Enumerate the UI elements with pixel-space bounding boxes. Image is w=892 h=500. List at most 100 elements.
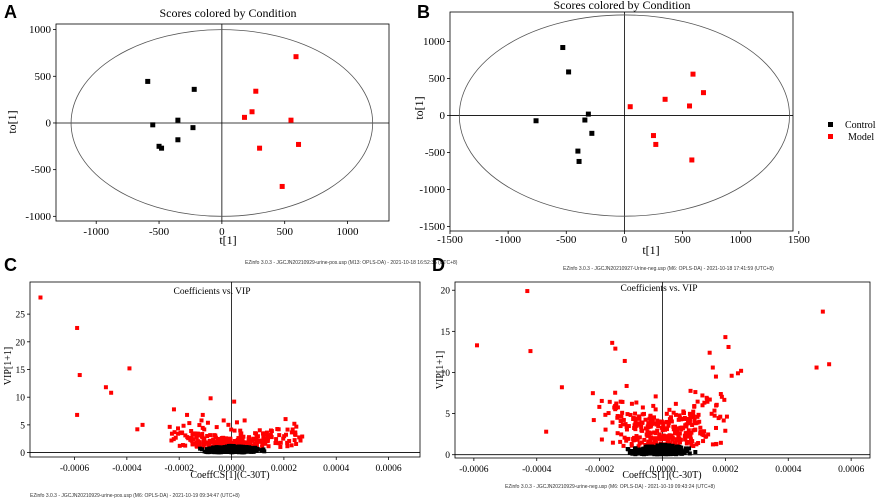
control-point — [216, 447, 221, 452]
control-point — [566, 69, 572, 75]
model-point — [268, 428, 273, 433]
x-tick-label: -0.0004 — [522, 465, 552, 475]
legend-model-marker — [828, 134, 833, 139]
model-point — [687, 419, 692, 424]
model-point — [205, 433, 210, 438]
control-point — [216, 445, 221, 450]
model-point — [622, 358, 627, 363]
model-point — [603, 427, 608, 432]
model-point — [691, 409, 696, 414]
model-point — [177, 443, 182, 448]
model-point — [709, 411, 714, 416]
model-point — [721, 418, 726, 423]
model-point — [723, 335, 728, 340]
model-point — [266, 444, 271, 449]
model-point — [718, 392, 723, 397]
model-point — [675, 438, 680, 443]
model-point — [253, 88, 259, 94]
model-point — [653, 436, 658, 441]
model-point — [639, 440, 644, 445]
control-point — [252, 447, 257, 452]
control-point — [658, 448, 663, 453]
x-tick-label: 1000 — [337, 226, 360, 238]
y-axis-label: VIP[1+1] — [3, 347, 14, 385]
control-point — [205, 450, 210, 455]
model-point — [661, 424, 666, 429]
model-point — [109, 390, 114, 395]
control-point — [671, 446, 676, 451]
model-point — [631, 416, 636, 421]
model-point — [653, 141, 659, 147]
y-tick-label: 15 — [16, 366, 26, 376]
model-point — [716, 416, 721, 421]
control-point — [687, 451, 692, 456]
model-point — [657, 434, 662, 439]
model-point — [667, 407, 672, 412]
model-point — [257, 145, 263, 151]
model-point — [185, 412, 190, 417]
x-tick-label: -0.0002 — [165, 464, 195, 474]
model-point — [739, 368, 744, 373]
model-point — [666, 423, 671, 428]
model-point — [613, 405, 618, 410]
model-point — [615, 415, 620, 420]
model-point — [251, 437, 256, 442]
control-point — [244, 448, 249, 453]
model-point — [660, 436, 665, 441]
model-point — [651, 441, 656, 446]
model-point — [695, 414, 700, 419]
model-point — [227, 436, 232, 441]
model-point — [827, 362, 832, 367]
model-point — [559, 385, 564, 390]
model-point — [693, 427, 698, 432]
control-point — [662, 444, 667, 449]
model-point — [673, 412, 678, 417]
model-point — [208, 433, 213, 438]
model-point — [698, 430, 703, 435]
x-tick-label: -1500 — [437, 234, 463, 246]
model-point — [647, 421, 652, 426]
panel-d-footer: EZinfo 3.0.3 - JGCJN20210929-urine-neg.u… — [505, 484, 715, 490]
model-point — [706, 432, 711, 437]
control-point — [145, 78, 151, 84]
model-point — [597, 404, 602, 409]
model-point — [200, 432, 205, 437]
model-point — [701, 439, 706, 444]
control-point — [667, 449, 672, 454]
model-point — [724, 414, 729, 419]
x-axis-label: t[1] — [219, 233, 236, 247]
model-point — [290, 427, 295, 432]
model-point — [607, 399, 612, 404]
control-point — [675, 444, 680, 449]
model-point — [642, 437, 647, 442]
model-point — [226, 422, 231, 427]
model-point — [176, 431, 181, 436]
model-point — [634, 434, 639, 439]
chart-title: Coefficients vs. VIP — [621, 283, 698, 294]
model-point — [648, 438, 653, 443]
model-point — [298, 438, 303, 443]
panel-letter-d: D — [432, 255, 445, 275]
x-tick-label: 500 — [674, 234, 691, 246]
model-point — [167, 424, 172, 429]
model-point — [685, 431, 690, 436]
model-point — [197, 423, 202, 428]
model-point — [278, 444, 283, 449]
model-point — [189, 429, 194, 434]
panel-c-chart: -0.0006 -0.0004 -0.0002 0.0000 0.0002 0.0004 0… — [3, 281, 421, 481]
control-point — [190, 125, 196, 131]
model-point — [637, 435, 642, 440]
x-axis-label: CoeffCS[1](C-30T) — [190, 470, 269, 481]
model-point — [705, 396, 710, 401]
model-point — [678, 437, 683, 442]
model-point — [245, 440, 250, 445]
control-point — [687, 446, 692, 451]
model-point — [631, 437, 636, 442]
model-point — [293, 430, 298, 435]
panel-a-footer: EZinfo 3.0.3 - JGCJN20210929-urine-pos.u… — [245, 260, 458, 266]
model-point — [678, 425, 683, 430]
model-point — [610, 420, 615, 425]
model-point — [710, 442, 715, 447]
control-point — [638, 448, 643, 453]
x-axis-label: t[1] — [642, 243, 659, 257]
